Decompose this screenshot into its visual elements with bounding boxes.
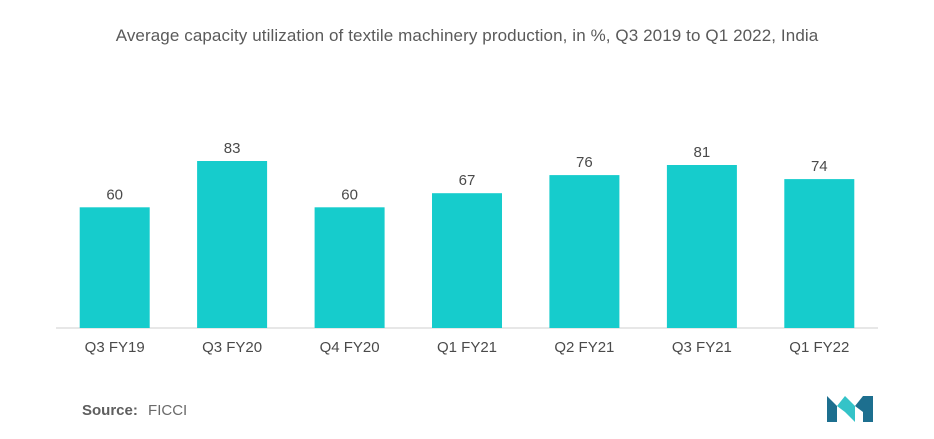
source-label: Source: (82, 402, 138, 419)
bar-q4-fy20 (314, 207, 385, 328)
data-label: 81 (694, 144, 711, 161)
x-tick-label: Q1 FY22 (789, 339, 849, 356)
x-tick-label: Q3 FY21 (672, 339, 732, 356)
bar-q3-fy20 (197, 161, 268, 328)
x-tick-label: Q2 FY21 (554, 339, 614, 356)
data-label: 76 (576, 154, 593, 171)
data-label: 74 (811, 158, 828, 175)
x-tick-label: Q3 FY19 (85, 339, 145, 356)
bar-q1-fy22 (784, 179, 855, 328)
logo-right-shape (855, 396, 873, 422)
chart-title: Average capacity utilization of textile … (115, 26, 819, 45)
x-tick-label: Q4 FY20 (320, 339, 380, 356)
data-label: 83 (224, 140, 241, 157)
data-label: 67 (459, 172, 476, 189)
x-tick-label: Q1 FY21 (437, 339, 497, 356)
bar-q3-fy19 (79, 207, 150, 328)
bar-q3-fy21 (666, 165, 737, 328)
data-label: 60 (341, 186, 358, 203)
mordor-intelligence-logo-icon (827, 396, 873, 422)
logo-left-shape (827, 396, 837, 422)
source-note: Source: FICCI (82, 402, 187, 419)
bar-q1-fy21 (432, 193, 502, 328)
logo-middle-shape (837, 396, 855, 422)
data-label: 60 (106, 186, 123, 203)
source-value: FICCI (148, 402, 188, 419)
x-tick-label: Q3 FY20 (202, 339, 262, 356)
bar-q2-fy21 (549, 175, 620, 328)
